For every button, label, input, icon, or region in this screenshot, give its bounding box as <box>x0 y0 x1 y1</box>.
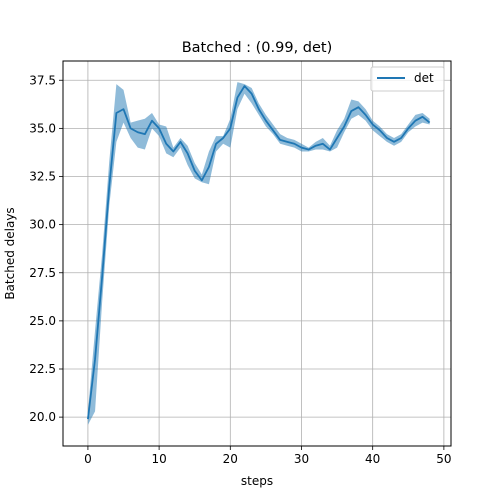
confidence-band-det <box>87 82 430 425</box>
y-tick-label: 20.0 <box>29 410 56 424</box>
series-line-layer <box>87 85 431 420</box>
y-tick-label: 22.5 <box>29 362 56 376</box>
x-tick-label: 30 <box>294 452 309 466</box>
x-tick-label: 50 <box>436 452 451 466</box>
plot-frame <box>62 60 452 447</box>
y-tick-label: 35.0 <box>29 121 56 135</box>
legend: det <box>370 66 445 92</box>
y-axis-label: Batched delays <box>3 207 17 299</box>
legend-box <box>370 66 445 92</box>
x-tick-label: 20 <box>223 452 238 466</box>
y-tick-label: 25.0 <box>29 314 56 328</box>
legend-label-det: det <box>414 71 434 85</box>
y-tick-label: 32.5 <box>29 170 56 184</box>
x-tick-label: 0 <box>84 452 92 466</box>
y-axis-ticks: 20.0 22.5 25.0 27.5 30.0 32.5 35.0 37.5 <box>29 73 63 424</box>
x-axis-ticks: 0 10 20 30 40 50 <box>84 446 452 466</box>
y-tick-label: 30.0 <box>29 218 56 232</box>
x-axis-label: steps <box>241 474 273 488</box>
series-line-det <box>87 85 431 420</box>
chart-title: Batched : (0.99, det) <box>182 40 333 56</box>
x-tick-label: 40 <box>365 452 380 466</box>
confidence-band-layer <box>87 82 430 425</box>
y-tick-label: 37.5 <box>29 73 56 87</box>
y-tick-label: 27.5 <box>29 266 56 280</box>
x-tick-label: 10 <box>151 452 166 466</box>
